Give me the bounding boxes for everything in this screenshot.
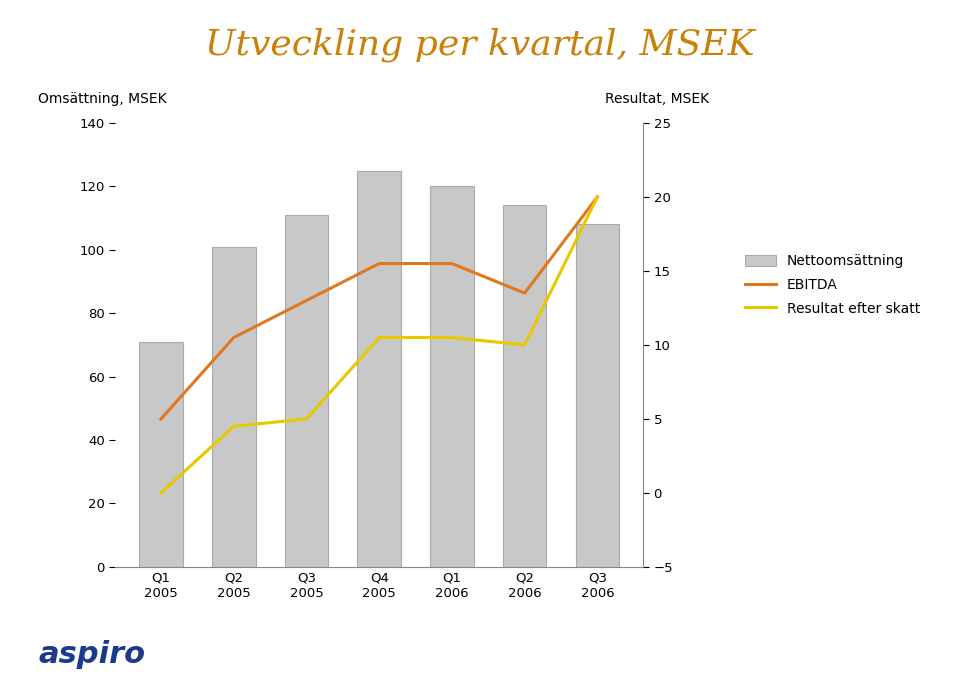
Text: aspiro: aspiro — [38, 639, 146, 669]
Legend: Nettoomsättning, EBITDA, Resultat efter skatt: Nettoomsättning, EBITDA, Resultat efter … — [745, 254, 920, 316]
Bar — [285, 215, 328, 567]
Text: Resultat, MSEK: Resultat, MSEK — [605, 92, 708, 106]
Bar — [503, 206, 546, 567]
Bar — [212, 247, 255, 567]
Text: 8: 8 — [899, 647, 911, 665]
Text: Utveckling per kvartal, MSEK: Utveckling per kvartal, MSEK — [205, 27, 755, 62]
Bar — [357, 171, 401, 567]
Text: Omsättning, MSEK: Omsättning, MSEK — [38, 92, 167, 106]
Bar — [430, 186, 473, 567]
Bar — [139, 342, 182, 567]
Bar — [576, 225, 619, 567]
